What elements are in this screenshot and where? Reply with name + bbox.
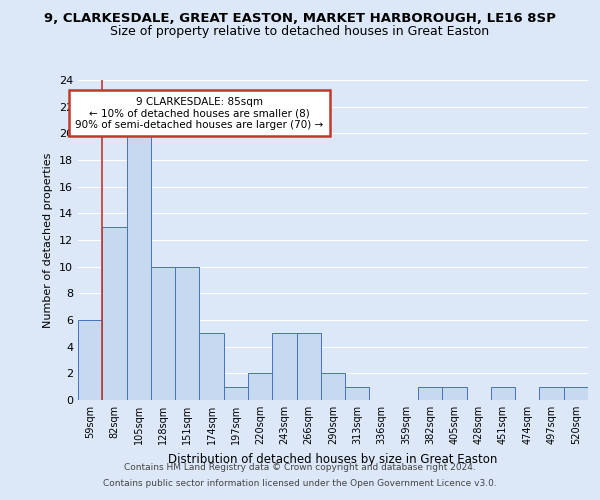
Text: Size of property relative to detached houses in Great Easton: Size of property relative to detached ho… [110, 25, 490, 38]
Text: 9, CLARKESDALE, GREAT EASTON, MARKET HARBOROUGH, LE16 8SP: 9, CLARKESDALE, GREAT EASTON, MARKET HAR… [44, 12, 556, 26]
Bar [199, 334, 224, 400]
Bar [78, 320, 102, 400]
X-axis label: Distribution of detached houses by size in Great Easton: Distribution of detached houses by size … [169, 452, 497, 466]
Bar [539, 386, 564, 400]
Bar [442, 386, 467, 400]
Bar [248, 374, 272, 400]
Bar [418, 386, 442, 400]
Bar [564, 386, 588, 400]
Bar [321, 374, 345, 400]
Bar [224, 386, 248, 400]
Bar [345, 386, 370, 400]
Text: Contains public sector information licensed under the Open Government Licence v3: Contains public sector information licen… [103, 478, 497, 488]
Text: Contains HM Land Registry data © Crown copyright and database right 2024.: Contains HM Land Registry data © Crown c… [124, 464, 476, 472]
Bar [175, 266, 199, 400]
Bar [127, 120, 151, 400]
Bar [491, 386, 515, 400]
Text: 9 CLARKESDALE: 85sqm
← 10% of detached houses are smaller (8)
90% of semi-detach: 9 CLARKESDALE: 85sqm ← 10% of detached h… [76, 96, 323, 130]
Bar [102, 226, 127, 400]
Bar [296, 334, 321, 400]
Y-axis label: Number of detached properties: Number of detached properties [43, 152, 53, 328]
Bar [151, 266, 175, 400]
Bar [272, 334, 296, 400]
